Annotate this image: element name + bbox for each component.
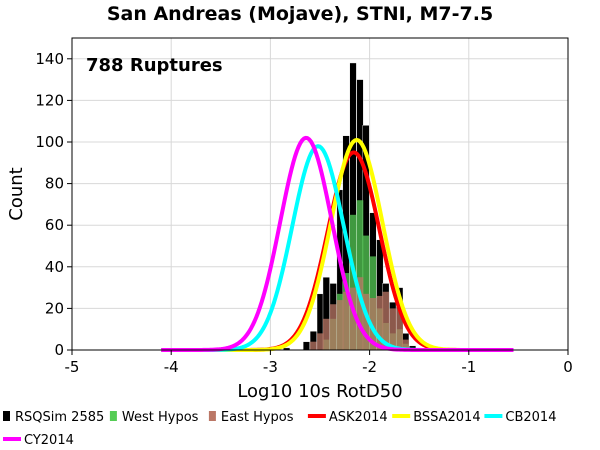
y-tick-label: 120 bbox=[35, 91, 64, 109]
y-axis-label: Count bbox=[6, 167, 27, 220]
x-tick-label: -5 bbox=[65, 358, 80, 376]
legend-swatch bbox=[109, 411, 117, 421]
histogram-bar bbox=[356, 277, 364, 350]
histogram-bar bbox=[402, 339, 409, 350]
plot-frame bbox=[71, 37, 569, 351]
x-axis-label: Log10 10s RotD50 bbox=[237, 381, 402, 402]
histogram-bar bbox=[369, 298, 377, 350]
legend-label: West Hypos bbox=[122, 410, 199, 425]
histogram-bar bbox=[322, 318, 330, 350]
y-tick-label: 20 bbox=[45, 299, 64, 317]
x-axis-ticks: -5 -4 -3 -2 -1 0 bbox=[65, 350, 573, 376]
y-tick-label: 100 bbox=[35, 133, 64, 151]
histogram-bar bbox=[356, 200, 364, 350]
legend-label: ASK2014 bbox=[329, 410, 388, 425]
rupture-count-annotation: 788 Ruptures bbox=[86, 55, 223, 76]
legend-swatch bbox=[208, 411, 216, 421]
y-tick-label: 60 bbox=[45, 216, 64, 234]
histogram-bar bbox=[396, 308, 404, 350]
histogram-bar bbox=[317, 333, 324, 350]
histogram-bar bbox=[382, 291, 390, 350]
legend-label: BSSA2014 bbox=[413, 410, 480, 425]
legend-swatch bbox=[3, 411, 10, 421]
x-tick-label: -1 bbox=[461, 358, 476, 376]
histogram-bars bbox=[283, 62, 417, 351]
legend-label: East Hypos bbox=[221, 410, 294, 425]
histogram-bar bbox=[310, 341, 317, 350]
y-axis-ticks: 0 20 40 60 80 100 120 140 bbox=[35, 50, 72, 359]
histogram-bar bbox=[349, 214, 357, 350]
x-tick-label: -3 bbox=[263, 358, 278, 376]
x-tick-label: -2 bbox=[362, 358, 377, 376]
legend-label: CB2014 bbox=[505, 410, 556, 425]
histogram-bar bbox=[342, 291, 350, 350]
legend: RSQSim 2585 West Hypos East Hypos ASK2014 BS… bbox=[3, 410, 556, 448]
y-tick-label: 80 bbox=[45, 175, 64, 193]
histogram-bar bbox=[329, 304, 337, 350]
legend-label: RSQSim 2585 bbox=[15, 410, 104, 425]
histogram-bar bbox=[302, 341, 310, 351]
y-tick-label: 140 bbox=[35, 50, 64, 68]
x-tick-label: 0 bbox=[563, 358, 573, 376]
histogram-bar bbox=[389, 308, 397, 350]
histogram-bar bbox=[349, 287, 357, 350]
histogram-bar bbox=[362, 293, 370, 350]
chart-title: San Andreas (Mojave), STNI, M7-7.5 bbox=[107, 3, 493, 25]
histogram-bar bbox=[376, 295, 384, 350]
histogram-bar bbox=[336, 300, 344, 350]
y-tick-label: 0 bbox=[54, 341, 64, 359]
histogram-bar bbox=[362, 235, 370, 350]
x-tick-label: -4 bbox=[164, 358, 179, 376]
y-tick-label: 40 bbox=[45, 258, 64, 276]
legend-label: CY2014 bbox=[24, 433, 74, 448]
